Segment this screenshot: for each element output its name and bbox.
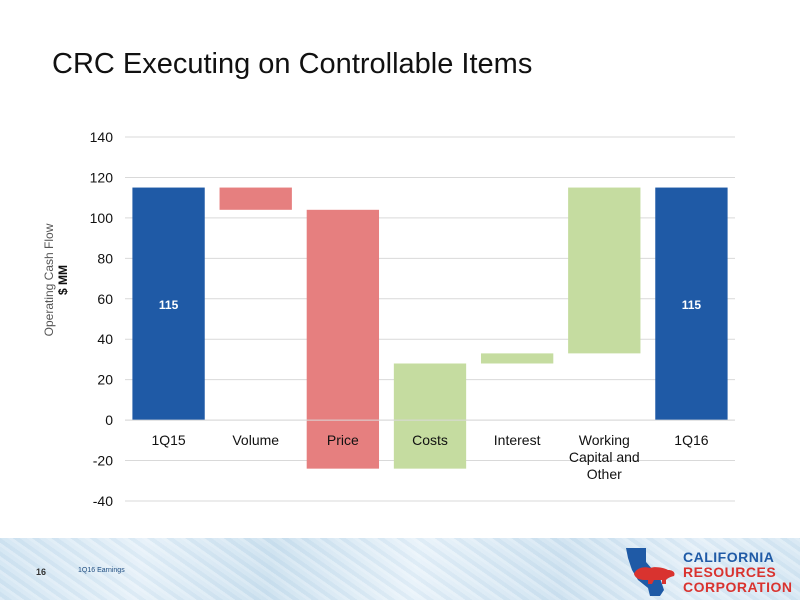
bar-total xyxy=(655,187,728,421)
y-tick-label: 0 xyxy=(105,412,113,428)
y-tick-label: 140 xyxy=(90,129,114,145)
x-category-label: Interest xyxy=(494,432,541,448)
x-category-label: Costs xyxy=(412,432,448,448)
bar-decrease xyxy=(306,209,380,469)
bar-decrease xyxy=(219,187,292,210)
x-category-label: 1Q16 xyxy=(674,432,708,448)
y-axis-label: Operating Cash Flow $ MM xyxy=(42,210,70,350)
y-tick-label: 60 xyxy=(97,291,113,307)
y-axis-label-line2: $ MM xyxy=(56,265,70,295)
page-number: 16 xyxy=(36,567,47,577)
footer-texture xyxy=(0,538,800,600)
y-tick-label: 120 xyxy=(90,169,114,185)
company-logo-text: CALIFORNIA RESOURCES CORPORATION xyxy=(683,550,792,595)
logo-line-3: CORPORATION xyxy=(683,579,793,595)
logo-line-1: CALIFORNIA xyxy=(683,549,775,565)
y-tick-label: 100 xyxy=(90,210,114,226)
slide-title: CRC Executing on Controllable Items xyxy=(52,48,533,80)
x-category-label: Price xyxy=(327,432,359,448)
x-category-label: Working Capital and Other xyxy=(569,432,640,482)
footer-text: 1Q16 Earnings xyxy=(78,567,125,574)
bar-total xyxy=(132,187,205,421)
y-tick-label: -20 xyxy=(93,453,113,469)
data-label: 115 xyxy=(159,298,179,312)
california-bear-logo-icon xyxy=(626,548,675,596)
y-tick-label: 80 xyxy=(97,250,113,266)
waterfall-chart: -40 -20 0 20 40 60 80 100 120 140 115 115 1Q15 Volume… xyxy=(90,129,735,509)
footer-band: 16 1Q16 Earnings CALIFORNIA RESOURCES CO… xyxy=(0,538,800,600)
logo-line-2: RESOURCES xyxy=(683,564,777,580)
bar-increase xyxy=(480,353,554,364)
y-tick-label: -40 xyxy=(93,493,113,509)
bar-increase xyxy=(568,187,641,354)
data-label: 115 xyxy=(682,298,702,312)
x-category-label: 1Q15 xyxy=(151,432,185,448)
y-axis-label-line1: Operating Cash Flow xyxy=(42,223,56,337)
bar-increase xyxy=(393,363,467,469)
x-category-label: Volume xyxy=(232,432,279,448)
y-tick-label: 20 xyxy=(97,372,113,388)
y-tick-label: 40 xyxy=(97,331,113,347)
